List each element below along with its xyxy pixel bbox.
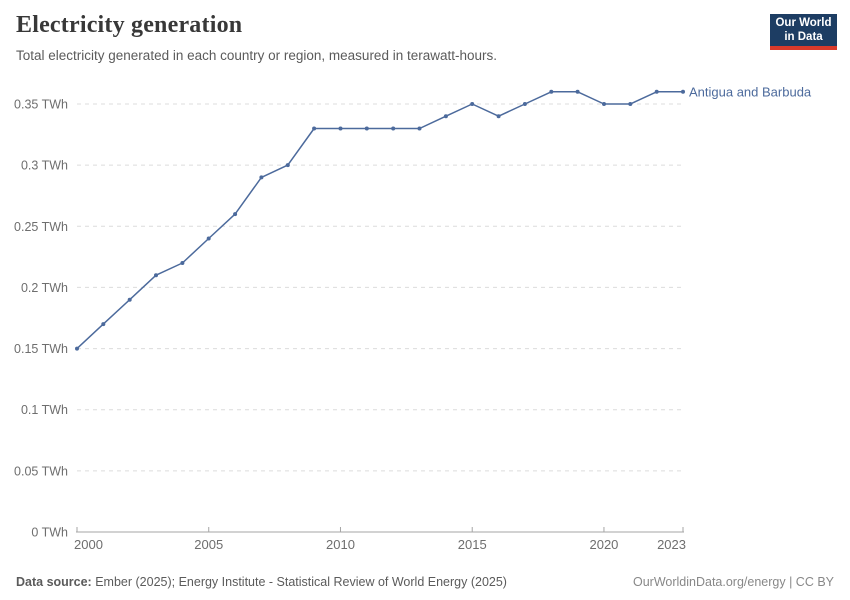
x-axis-tick-label: 2015 xyxy=(458,537,487,552)
data-point-marker xyxy=(391,126,396,131)
y-axis-tick-label: 0 TWh xyxy=(31,526,68,540)
x-axis-tick-label: 2020 xyxy=(589,537,618,552)
chart-header: Electricity generation Total electricity… xyxy=(16,12,750,63)
data-point-marker xyxy=(575,89,580,94)
x-axis-tick-label: 2005 xyxy=(194,537,223,552)
data-point-marker xyxy=(549,89,554,94)
data-point-marker xyxy=(75,346,79,351)
data-point-marker xyxy=(654,89,659,94)
chart-subtitle: Total electricity generated in each coun… xyxy=(16,48,497,63)
data-point-marker xyxy=(338,126,343,131)
data-point-marker xyxy=(443,114,448,119)
series-line-antigua-and-barbuda xyxy=(76,91,684,350)
chart-title: Electricity generation xyxy=(16,12,243,38)
data-point-marker xyxy=(285,163,290,168)
y-axis-tick-label: 0.35 TWh xyxy=(14,98,68,112)
data-point-marker xyxy=(206,236,211,241)
owid-logo-line2: in Data xyxy=(784,31,823,43)
owid-logo: Our World in Data xyxy=(770,14,837,50)
data-point-marker xyxy=(180,261,185,265)
data-point-marker xyxy=(154,273,158,278)
data-point-marker xyxy=(127,297,132,302)
data-point-marker xyxy=(470,102,475,106)
data-source-note: Data source: Ember (2025); Energy Instit… xyxy=(16,575,507,589)
data-point-marker xyxy=(602,102,606,106)
y-axis-tick-label: 0.3 TWh xyxy=(21,159,68,173)
y-axis-tick-label: 0.15 TWh xyxy=(14,342,68,356)
data-point-marker xyxy=(259,175,264,180)
data-point-marker xyxy=(496,114,501,119)
x-axis-tick-label: 2023 xyxy=(657,537,686,552)
data-point-marker xyxy=(522,102,527,106)
data-source-label: Data source: xyxy=(16,575,92,589)
y-axis-tick-label: 0.05 TWh xyxy=(14,464,68,478)
x-axis-tick-label: 2000 xyxy=(74,537,103,552)
chart-footer: Data source: Ember (2025); Energy Instit… xyxy=(16,575,834,589)
data-point-marker xyxy=(312,126,317,131)
y-axis-tick-label: 0.1 TWh xyxy=(21,403,68,417)
attribution-text: OurWorldinData.org/energy | CC BY xyxy=(632,575,834,589)
data-point-marker xyxy=(101,322,106,327)
owid-logo-line1: Our World xyxy=(775,16,832,29)
x-axis-tick-label: 2010 xyxy=(326,537,355,552)
series-label: Antigua and Barbuda xyxy=(689,84,812,99)
y-axis-tick-label: 0.25 TWh xyxy=(14,220,68,234)
data-point-marker xyxy=(628,102,633,106)
y-axis-tick-label: 0.2 TWh xyxy=(21,281,68,295)
data-point-marker xyxy=(233,212,238,217)
data-point-marker xyxy=(364,126,369,131)
data-point-marker xyxy=(681,89,685,94)
data-point-marker xyxy=(417,126,422,131)
data-source-text: Ember (2025); Energy Institute - Statist… xyxy=(91,575,507,589)
